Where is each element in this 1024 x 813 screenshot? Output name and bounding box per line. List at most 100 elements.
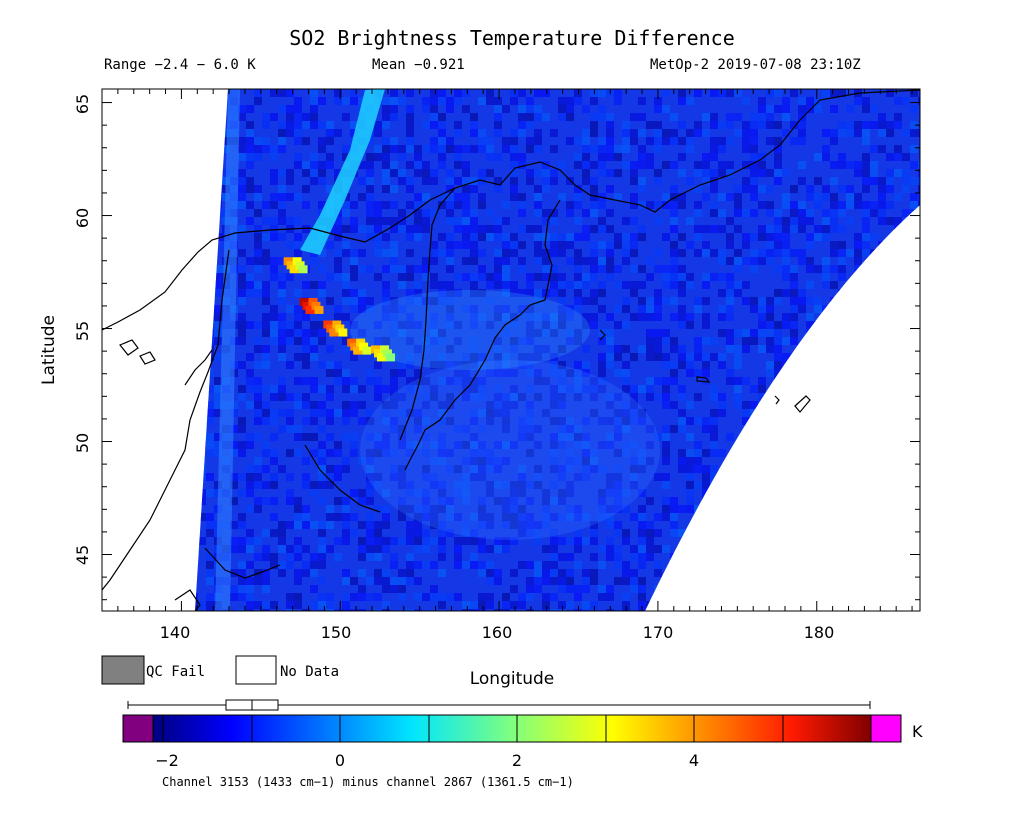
swath-pixel	[478, 569, 486, 577]
swath-pixel	[374, 505, 382, 513]
swath-pixel	[638, 161, 646, 169]
swath-pixel	[430, 521, 438, 529]
swath-pixel	[358, 585, 366, 593]
swath-pixel	[710, 593, 718, 601]
swath-pixel	[502, 105, 510, 113]
swath-pixel	[230, 441, 238, 449]
swath-pixel	[262, 577, 270, 585]
swath-pixel	[502, 481, 510, 489]
swath-pixel	[638, 177, 646, 185]
swath-pixel	[310, 553, 318, 561]
swath-pixel	[742, 433, 750, 441]
swath-pixel	[758, 425, 766, 433]
swath-pixel	[910, 129, 918, 137]
swath-pixel	[510, 393, 518, 401]
swath-pixel	[678, 201, 686, 209]
swath-pixel	[614, 417, 622, 425]
swath-pixel	[494, 265, 502, 273]
swath-pixel	[406, 361, 414, 369]
swath-pixel	[398, 265, 406, 273]
swath-pixel	[870, 257, 878, 265]
swath-pixel	[454, 369, 462, 377]
swath-pixel	[734, 289, 742, 297]
swath-pixel	[462, 601, 470, 609]
swath-pixel	[486, 169, 494, 177]
swath-pixel	[390, 393, 398, 401]
swath-pixel	[422, 225, 430, 233]
swath-pixel	[310, 601, 318, 609]
swath-pixel	[798, 257, 806, 265]
swath-pixel	[374, 201, 382, 209]
swath-pixel	[598, 289, 606, 297]
swath-pixel	[294, 401, 302, 409]
swath-pixel	[902, 169, 910, 177]
swath-pixel	[678, 417, 686, 425]
swath-pixel	[814, 177, 822, 185]
swath-pixel	[446, 257, 454, 265]
swath-pixel	[614, 305, 622, 313]
swath-pixel	[838, 553, 846, 561]
swath-pixel	[318, 457, 326, 465]
swath-pixel	[878, 241, 886, 249]
swath-pixel	[718, 313, 726, 321]
swath-pixel	[590, 457, 598, 465]
swath-pixel	[734, 401, 742, 409]
swath-pixel	[622, 561, 630, 569]
swath-pixel	[278, 321, 286, 329]
swath-pixel	[470, 313, 478, 321]
swath-pixel	[862, 345, 870, 353]
swath-pixel	[782, 361, 790, 369]
swath-pixel	[318, 561, 326, 569]
swath-pixel	[262, 609, 270, 611]
swath-pixel	[790, 361, 798, 369]
swath-pixel	[470, 385, 478, 393]
swath-pixel	[262, 137, 270, 145]
swath-pixel	[350, 89, 358, 97]
swath-pixel	[438, 545, 446, 553]
swath-pixel	[254, 97, 262, 105]
swath-pixel	[798, 225, 806, 233]
swath-pixel	[662, 433, 670, 441]
swath-pixel	[846, 473, 854, 481]
swath-pixel	[854, 129, 862, 137]
swath-pixel	[726, 337, 734, 345]
swath-pixel	[214, 185, 222, 193]
swath-pixel	[854, 417, 862, 425]
swath-pixel	[558, 465, 566, 473]
swath-pixel	[334, 361, 342, 369]
swath-pixel	[806, 529, 814, 537]
swath-pixel	[470, 465, 478, 473]
swath-pixel	[646, 305, 654, 313]
swath-pixel	[806, 233, 814, 241]
swath-pixel	[334, 497, 342, 505]
swath-pixel	[414, 409, 422, 417]
swath-pixel	[726, 257, 734, 265]
swath-pixel	[270, 177, 278, 185]
swath-pixel	[486, 225, 494, 233]
swath-pixel	[438, 289, 446, 297]
swath-pixel	[478, 593, 486, 601]
swath-pixel	[486, 209, 494, 217]
swath-pixel	[366, 305, 374, 313]
swath-pixel	[534, 569, 542, 577]
swath-pixel	[294, 113, 302, 121]
swath-pixel	[702, 313, 710, 321]
swath-pixel	[830, 297, 838, 305]
swath-pixel	[294, 153, 302, 161]
swath-pixel	[910, 337, 918, 345]
swath-pixel	[694, 513, 702, 521]
swath-pixel	[534, 473, 542, 481]
swath-pixel	[294, 233, 302, 241]
swath-pixel	[766, 225, 774, 233]
swath-pixel	[790, 409, 798, 417]
swath-pixel	[502, 457, 510, 465]
swath-pixel	[398, 209, 406, 217]
swath-pixel	[862, 153, 870, 161]
swath-pixel	[206, 169, 214, 177]
swath-pixel	[350, 377, 358, 385]
swath-pixel	[862, 185, 870, 193]
swath-pixel	[726, 217, 734, 225]
swath-pixel	[414, 521, 422, 529]
swath-pixel	[582, 273, 590, 281]
swath-pixel	[574, 585, 582, 593]
